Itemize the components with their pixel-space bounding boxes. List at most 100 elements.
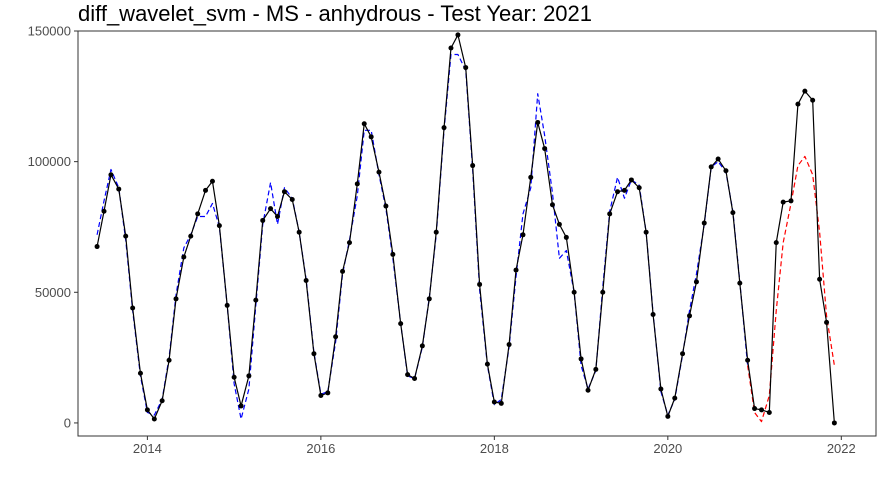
y-tick-label: 150000 [28, 24, 71, 39]
data-point [463, 65, 469, 71]
data-point [361, 121, 367, 127]
data-point [708, 164, 714, 170]
data-point [318, 393, 324, 398]
data-point [123, 233, 129, 239]
data-point [426, 296, 432, 302]
series-line [747, 155, 835, 423]
data-point [506, 342, 512, 348]
data-point [253, 297, 259, 303]
data-point [643, 229, 649, 235]
data-point [593, 366, 599, 372]
x-tick-label: 2022 [827, 441, 856, 456]
data-point [354, 181, 360, 187]
data-point [491, 399, 497, 405]
data-point [780, 199, 786, 205]
data-point [600, 289, 606, 295]
data-point [831, 420, 837, 426]
data-point [275, 214, 280, 220]
data-point [325, 390, 331, 396]
data-point [130, 305, 136, 311]
data-point [419, 343, 425, 349]
plot-panel-border [77, 30, 877, 437]
data-point [571, 289, 577, 295]
data-point [795, 101, 801, 107]
data-point [585, 387, 591, 393]
data-point [166, 357, 172, 363]
series-line [96, 53, 749, 420]
y-tick-label: 0 [64, 415, 71, 430]
data-point [94, 244, 100, 250]
data-point [615, 189, 621, 195]
data-point [701, 220, 707, 226]
data-point [412, 376, 418, 382]
data-point [715, 156, 721, 162]
data-point [376, 169, 382, 175]
data-point [231, 374, 237, 380]
data-point [216, 223, 222, 229]
data-point [817, 276, 823, 282]
data-point [542, 146, 548, 152]
data-point [159, 398, 165, 404]
x-tick-label: 2018 [480, 441, 509, 456]
data-point [680, 351, 686, 357]
data-point [224, 302, 230, 308]
data-point [484, 361, 490, 367]
data-point [144, 407, 150, 413]
x-tick-label: 2016 [306, 441, 335, 456]
data-point [824, 319, 830, 325]
data-point [752, 406, 758, 412]
data-point [433, 229, 439, 235]
data-point [528, 174, 534, 180]
data-point [477, 281, 483, 287]
data-point [621, 187, 627, 193]
data-point [745, 357, 751, 363]
data-point [398, 321, 404, 327]
data-point [340, 268, 346, 274]
data-point [737, 280, 743, 286]
data-point [693, 279, 699, 285]
data-point [173, 296, 179, 302]
y-tick-label: 100000 [28, 154, 71, 169]
data-point [333, 334, 339, 340]
data-point [368, 134, 374, 140]
data-point [238, 403, 244, 409]
data-point [281, 189, 287, 195]
chart-title: diff_wavelet_svm - MS - anhydrous - Test… [78, 1, 593, 26]
data-point [535, 119, 541, 125]
data-point [723, 168, 729, 174]
data-point [773, 240, 779, 246]
data-point [268, 206, 274, 212]
data-point [658, 386, 664, 392]
series-line [96, 34, 835, 423]
data-point [802, 88, 808, 94]
data-point [730, 210, 736, 216]
data-point [665, 413, 671, 419]
data-point [549, 202, 555, 208]
data-point [188, 233, 194, 239]
data-point [636, 185, 642, 191]
data-point [759, 407, 764, 413]
data-point [628, 177, 634, 183]
data-point [296, 229, 302, 235]
data-point [108, 172, 114, 178]
data-point [311, 351, 317, 357]
data-point [687, 313, 693, 319]
data-point [260, 217, 266, 223]
data-point [137, 370, 143, 376]
data-point [448, 45, 454, 51]
data-point [181, 254, 187, 260]
data-point [116, 186, 122, 192]
data-point [455, 32, 461, 38]
data-point [498, 400, 504, 406]
data-point [209, 178, 215, 184]
data-point [303, 278, 309, 284]
data-point [346, 240, 352, 246]
data-point [390, 251, 396, 257]
data-point [766, 409, 772, 415]
data-point [289, 197, 295, 203]
data-point [578, 356, 584, 362]
data-point [101, 208, 107, 214]
data-point [441, 125, 447, 131]
